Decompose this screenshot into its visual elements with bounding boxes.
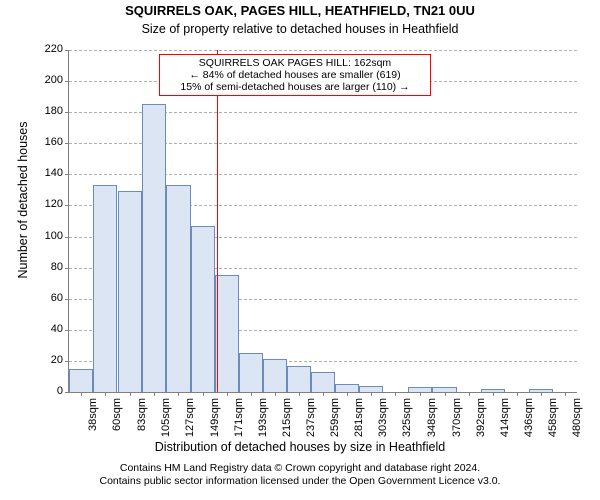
x-tick-mark	[565, 392, 566, 396]
y-tick-label: 20	[51, 354, 69, 366]
x-tick-mark	[203, 392, 204, 396]
x-tick-mark	[517, 392, 518, 396]
x-tick-label: 281sqm	[353, 398, 365, 444]
histogram-bar	[311, 372, 335, 392]
x-tick-mark	[371, 392, 372, 396]
x-tick-label: 60sqm	[111, 398, 123, 444]
footer-line-1: Contains HM Land Registry data © Crown c…	[0, 462, 600, 475]
y-tick-label: 140	[45, 167, 69, 179]
x-tick-label: 259sqm	[329, 398, 341, 444]
x-tick-label: 149sqm	[209, 398, 221, 444]
y-tick-label: 80	[51, 261, 69, 273]
x-tick-mark	[227, 392, 228, 396]
y-tick-label: 160	[45, 136, 69, 148]
gridline	[69, 50, 577, 51]
annotation-line: SQUIRRELS OAK PAGES HILL: 162sqm	[164, 57, 426, 69]
annotation-line: ← 84% of detached houses are smaller (61…	[164, 69, 426, 81]
x-tick-mark	[541, 392, 542, 396]
histogram-bar	[69, 369, 93, 392]
histogram-bar	[142, 104, 166, 392]
x-tick-mark	[420, 392, 421, 396]
y-tick-label: 220	[45, 43, 69, 55]
x-tick-mark	[395, 392, 396, 396]
x-tick-label: 392sqm	[475, 398, 487, 444]
histogram-bar	[215, 275, 239, 392]
page-subtitle: Size of property relative to detached ho…	[0, 22, 600, 36]
histogram-bar	[118, 191, 142, 392]
x-tick-mark	[299, 392, 300, 396]
footer-attribution: Contains HM Land Registry data © Crown c…	[0, 462, 600, 488]
x-tick-label: 127sqm	[184, 398, 196, 444]
x-tick-label: 237sqm	[305, 398, 317, 444]
x-tick-mark	[275, 392, 276, 396]
x-tick-mark	[445, 392, 446, 396]
x-tick-label: 436sqm	[523, 398, 535, 444]
y-tick-label: 60	[51, 292, 69, 304]
y-tick-label: 0	[57, 385, 69, 397]
x-tick-label: 414sqm	[499, 398, 511, 444]
x-tick-mark	[81, 392, 82, 396]
histogram-bar	[287, 366, 311, 392]
x-tick-label: 370sqm	[451, 398, 463, 444]
y-tick-label: 40	[51, 323, 69, 335]
annotation-box: SQUIRRELS OAK PAGES HILL: 162sqm← 84% of…	[159, 54, 431, 96]
x-tick-mark	[154, 392, 155, 396]
histogram-plot: 02040608010012014016018020022038sqm60sqm…	[68, 50, 577, 393]
reference-line	[217, 50, 218, 392]
histogram-bar	[263, 359, 287, 392]
page-title: SQUIRRELS OAK, PAGES HILL, HEATHFIELD, T…	[0, 3, 600, 18]
x-tick-mark	[347, 392, 348, 396]
y-tick-label: 200	[45, 74, 69, 86]
x-tick-mark	[178, 392, 179, 396]
histogram-bar	[335, 384, 359, 392]
x-tick-label: 171sqm	[233, 398, 245, 444]
y-tick-label: 100	[45, 230, 69, 242]
x-tick-mark	[323, 392, 324, 396]
x-tick-label: 193sqm	[257, 398, 269, 444]
footer-line-2: Contains public sector information licen…	[0, 475, 600, 488]
x-tick-label: 325sqm	[401, 398, 413, 444]
annotation-line: 15% of semi-detached houses are larger (…	[164, 81, 426, 93]
x-tick-label: 303sqm	[377, 398, 389, 444]
histogram-bar	[239, 353, 263, 392]
histogram-bar	[191, 226, 215, 392]
x-tick-mark	[493, 392, 494, 396]
y-tick-label: 120	[45, 198, 69, 210]
histogram-bar	[166, 185, 190, 392]
x-axis-label: Distribution of detached houses by size …	[0, 440, 600, 454]
x-tick-mark	[251, 392, 252, 396]
x-tick-mark	[130, 392, 131, 396]
x-tick-mark	[105, 392, 106, 396]
x-tick-label: 83sqm	[136, 398, 148, 444]
x-tick-label: 480sqm	[571, 398, 583, 444]
x-tick-label: 458sqm	[547, 398, 559, 444]
x-tick-label: 38sqm	[87, 398, 99, 444]
y-tick-label: 180	[45, 105, 69, 117]
x-tick-label: 215sqm	[281, 398, 293, 444]
y-axis-label: Number of detached houses	[16, 40, 30, 360]
x-tick-mark	[469, 392, 470, 396]
x-tick-label: 105sqm	[160, 398, 172, 444]
x-tick-label: 348sqm	[426, 398, 438, 444]
x-tick-group: 38sqm 60sqm 83sqm 105sqm 127sqm 149sqm 171sqm 1…	[69, 392, 577, 442]
histogram-bar	[93, 185, 117, 392]
